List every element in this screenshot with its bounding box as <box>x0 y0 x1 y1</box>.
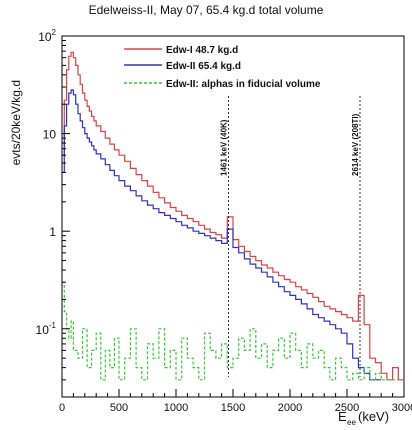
annotation-label-0: 1461 keV (40K) <box>220 119 229 176</box>
annotations: 1461 keV (40K) 2614 keV (208Tl) <box>220 96 361 377</box>
chart-title: Edelweiss-II, May 07, 65.4 kg.d total vo… <box>89 3 324 17</box>
y-tick-exp-0: -1 <box>49 321 57 330</box>
series-line-2 <box>62 281 399 381</box>
y-axis-ticks: 10-1 1 10 102 <box>36 28 70 398</box>
legend: Edw-I 48.7 kg.d Edw-II 65.4 kg.d Edw-II:… <box>124 45 321 90</box>
x-tick-label-3: 1500 <box>221 402 245 414</box>
legend-label-edw2: Edw-II 65.4 kg.d <box>166 61 241 72</box>
plot-area <box>61 35 405 398</box>
series-line-1 <box>62 89 382 381</box>
x-tick-label-5: 2500 <box>335 402 359 414</box>
x-tick-label-0: 0 <box>59 402 65 414</box>
y-tick-label-0: 10-1 <box>36 321 57 337</box>
y-tick-label-2: 10 <box>43 128 57 142</box>
x-tick-label-6: 3000 <box>392 402 412 414</box>
series-line-0 <box>62 51 404 381</box>
x-axis-label: E ee (keV) <box>338 409 389 427</box>
legend-label-alphas: Edw-II: alphas in fiducial volume <box>166 79 321 90</box>
y-tick-label-3: 102 <box>38 28 56 44</box>
annotation-label-1: 2614 keV (208Tl) <box>351 113 360 176</box>
legend-label-edw1: Edw-I 48.7 kg.d <box>166 45 238 56</box>
x-tick-label-2: 1000 <box>164 402 188 414</box>
x-tick-label-1: 500 <box>110 402 128 414</box>
y-tick-exp-3: 2 <box>52 28 57 37</box>
x-tick-label-4: 2000 <box>278 402 302 414</box>
x-axis-label-sub: ee <box>347 418 356 427</box>
y-axis-label: evts/20keV/kg.d <box>9 80 23 165</box>
x-axis-label-unit: (keV) <box>358 409 389 424</box>
x-axis-ticks: 0 500 1000 1500 2000 2500 3000 <box>59 389 412 414</box>
y-tick-label-1: 1 <box>49 225 56 239</box>
x-axis-label-main: E <box>338 409 347 424</box>
